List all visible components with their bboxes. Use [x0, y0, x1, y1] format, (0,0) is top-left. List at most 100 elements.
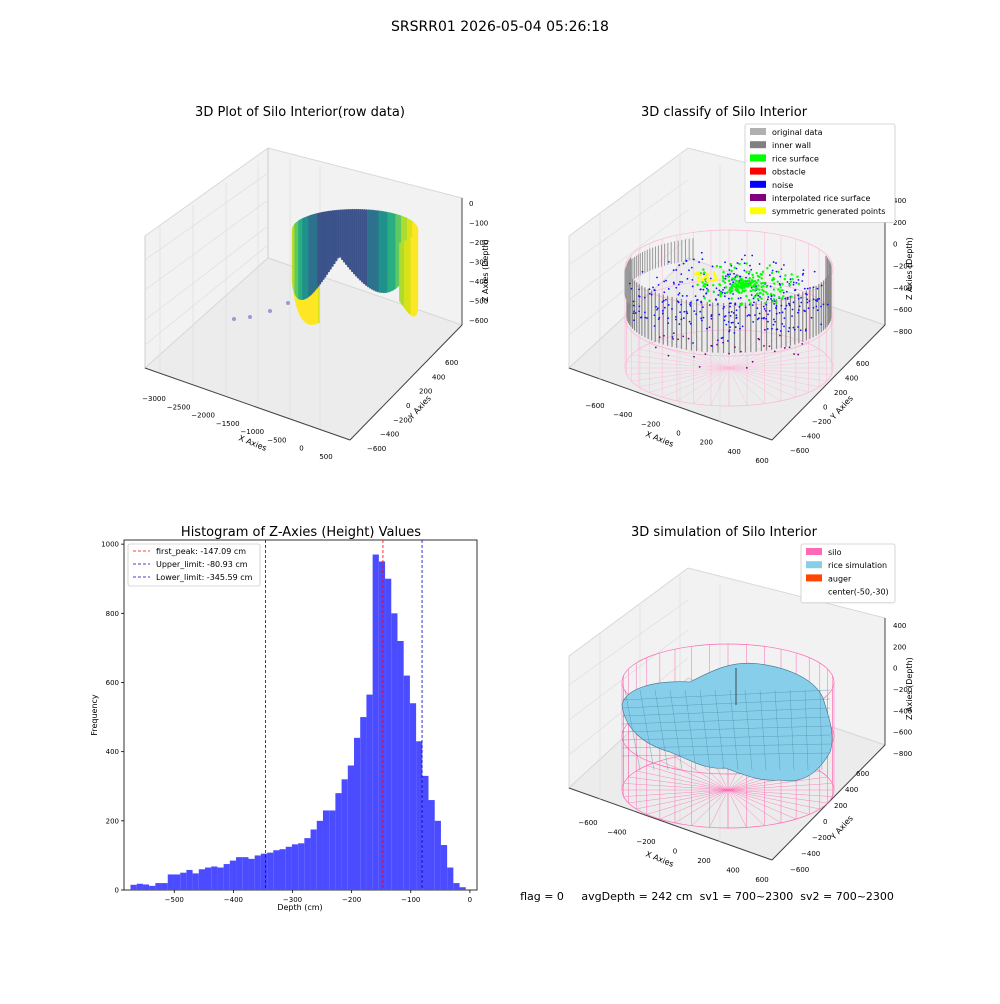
noise-point — [730, 264, 733, 267]
ytick-label: −600 — [790, 866, 809, 874]
noise-point — [763, 308, 766, 310]
legend-label: inner wall — [772, 141, 811, 150]
panel-simulation-3d: 3D simulation of Silo Interior −600−400−… — [568, 525, 914, 884]
histogram-bar — [316, 820, 323, 890]
interpolated-point — [740, 350, 742, 353]
rice-surface-point — [702, 268, 705, 271]
histogram-bar — [142, 884, 150, 890]
legend-swatch — [750, 128, 766, 135]
symmetric-point — [708, 278, 711, 281]
noise-point — [693, 310, 696, 313]
panel1-xlabel: X Axies — [237, 434, 268, 453]
histogram-bar — [217, 867, 224, 890]
noise-point — [788, 304, 791, 307]
xtick-label: −400 — [613, 411, 632, 419]
rice-surface-point — [743, 286, 746, 289]
rice-mesh-line — [621, 707, 831, 717]
rice-surface-point — [721, 275, 725, 278]
rice-surface-point — [729, 291, 732, 295]
rice-surface-point — [729, 286, 732, 290]
noise-point — [804, 329, 807, 332]
histogram-ylabel: Frequency — [90, 694, 99, 736]
rice-mesh-line — [621, 689, 831, 701]
noise-point — [667, 288, 670, 290]
ytick-label: −400 — [380, 431, 399, 439]
noise-point — [638, 295, 641, 298]
noise-point — [766, 298, 769, 301]
noise-point — [680, 303, 683, 306]
panel4-yticks: −600 −400 −200 0 200 400 600 — [790, 770, 869, 874]
panel-classify-3d: 3D classify of Silo Interior −600 −400 −20… — [568, 105, 914, 465]
noise-point — [630, 287, 633, 290]
noise-point — [755, 285, 758, 288]
silo-floor-spoke — [626, 361, 832, 375]
histogram-bar — [434, 820, 441, 890]
noise-point — [773, 300, 776, 302]
ztick-label: 0 — [469, 200, 473, 208]
noise-point — [690, 266, 693, 269]
xtick-label: 200 — [697, 857, 710, 865]
xtick-label: 0 — [676, 430, 680, 438]
rice-mesh-line — [621, 698, 831, 709]
noise-point — [705, 287, 708, 290]
noise-point — [723, 295, 726, 298]
rice-surface-point — [740, 287, 744, 290]
rice-surface-point — [779, 290, 782, 293]
noise-point — [791, 315, 793, 317]
rice-surface-point — [756, 297, 760, 301]
noise-point — [758, 263, 761, 265]
noise-point — [729, 273, 731, 276]
panel1-scatter — [232, 208, 419, 326]
noise-point — [724, 277, 727, 280]
legend-label: rice simulation — [828, 561, 887, 570]
interpolated-point — [654, 346, 657, 349]
rice-mesh-line — [744, 689, 753, 771]
noise-point — [682, 317, 685, 319]
rice-surface-point — [755, 286, 758, 290]
noise-point — [656, 307, 659, 310]
rice-surface-point — [730, 297, 733, 300]
ztick-label: −400 — [893, 284, 912, 292]
noise-point — [686, 277, 689, 280]
rice-surface-point — [773, 282, 776, 285]
noise-point — [632, 300, 635, 303]
noise-point — [632, 312, 635, 315]
noise-point — [786, 281, 789, 283]
interpolated-point — [745, 366, 748, 369]
noise-point — [717, 294, 720, 296]
rice-surface — [621, 662, 833, 782]
histogram-bar — [403, 675, 410, 890]
panel2-zticks: 400 200 0 −200 −400 −600 −800 — [893, 197, 912, 336]
rice-surface-point — [749, 289, 752, 293]
interpolated-point — [667, 354, 670, 357]
histogram-bar — [372, 554, 379, 890]
noise-point — [797, 279, 800, 281]
histogram-bar — [378, 561, 386, 890]
histogram-bar — [236, 857, 243, 890]
xtick-label: −600 — [585, 402, 604, 410]
noise-point — [705, 292, 708, 295]
ytick-label: 0 — [823, 404, 827, 412]
noise-point — [681, 295, 684, 297]
rice-surface-point — [756, 274, 760, 278]
legend-swatch — [750, 141, 766, 149]
noise-point — [701, 319, 703, 322]
histogram-bar — [254, 855, 261, 890]
rice-surface-point — [769, 292, 773, 296]
noise-point — [806, 298, 809, 301]
noise-point — [728, 311, 730, 314]
rice-surface-point — [745, 262, 748, 265]
noise-point — [775, 262, 777, 264]
legend-label: first_peak: -147.09 cm — [156, 547, 246, 556]
rice-surface-point — [719, 265, 723, 269]
rice-mesh-line — [621, 716, 831, 725]
rice-surface-point — [772, 298, 776, 301]
noise-point — [708, 326, 711, 329]
rice-surface-point — [772, 293, 775, 297]
rice-surface-point — [751, 288, 755, 292]
xtick-label: 600 — [755, 457, 768, 465]
silo-floor-spoke — [623, 783, 833, 797]
rice-surface-point — [704, 283, 708, 286]
ztick-label: −800 — [893, 328, 912, 336]
noise-point — [783, 264, 785, 266]
